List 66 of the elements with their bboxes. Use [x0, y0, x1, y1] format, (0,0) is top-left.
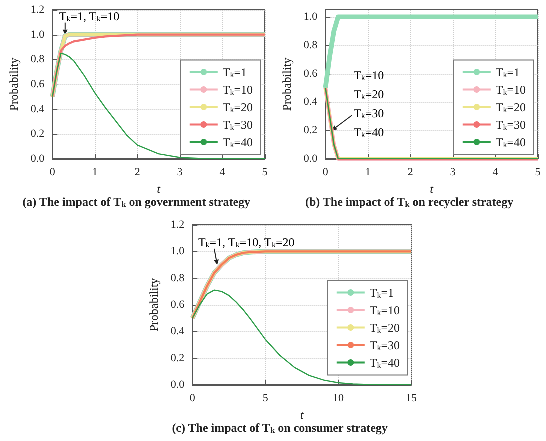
- x-tick-label: 0: [322, 166, 329, 178]
- x-tick-label: 1: [92, 166, 98, 178]
- x-axis-title: t: [157, 182, 162, 196]
- legend-label: Tk=10: [370, 303, 400, 318]
- legend-label: Tk=1: [370, 286, 394, 300]
- text: (a) The impact of Tk on government strategy: [22, 195, 251, 209]
- legend-label: Tk=40: [370, 356, 400, 370]
- y-tick-label: 0.0: [304, 153, 318, 165]
- legend-label: Tk=1: [496, 65, 520, 80]
- y-axis-title: Probability: [147, 278, 161, 332]
- y-tick-label: 0.8: [304, 39, 318, 52]
- legend-label: Tk=10: [496, 82, 526, 97]
- x-tick-label: 5: [535, 166, 542, 178]
- x-tick-label: 2: [134, 166, 140, 178]
- legend-label: Tk=20: [496, 100, 526, 114]
- y-tick-label: 0.4: [170, 326, 186, 338]
- x-tick-label: 15: [406, 392, 418, 404]
- x-tick-label: 4: [220, 166, 226, 178]
- text: (c) The impact of Tk on consumer strategy: [172, 421, 388, 435]
- y-tick-label: 0.6: [170, 299, 186, 311]
- legend-label: Tk=40: [222, 135, 254, 150]
- y-tick-label: 0.6: [304, 68, 318, 80]
- y-tick-label: 0.2: [30, 128, 45, 140]
- y-tick-label: 0.0: [30, 153, 46, 165]
- y-tick-label: 0.8: [30, 54, 46, 66]
- y-tick-label: 0.4: [30, 103, 46, 116]
- legend-label: Tk=10: [222, 82, 254, 97]
- x-axis-title: t: [430, 182, 434, 196]
- y-tick-label: 1.0: [304, 11, 318, 24]
- x-tick-label: 1: [365, 166, 371, 178]
- y-tick-label: 1.0: [170, 246, 186, 258]
- annotation: Tk=1, Tk=10: [59, 9, 120, 24]
- y-tick-label: 0.8: [170, 272, 186, 284]
- y-tick-label: 0.4: [304, 96, 318, 108]
- y-tick-label: 0.0: [170, 379, 186, 391]
- legend-label: Tk=30: [370, 338, 400, 352]
- text: (b) The impact of Tk on recycler strategy: [305, 195, 514, 209]
- legend-label: Tk=30: [496, 118, 526, 132]
- legend-label: Tk=30: [222, 118, 254, 132]
- y-tick-label: 0.6: [30, 78, 46, 90]
- legend-label: Tk=1: [222, 65, 248, 80]
- annotation: Tk=30: [354, 106, 384, 121]
- legend-label: Tk=40: [496, 135, 526, 150]
- annotation: Tk=20: [354, 88, 384, 102]
- legend-label: Tk=20: [222, 100, 254, 114]
- y-axis-title: Probability: [7, 58, 21, 112]
- y-tick-label: 1.2: [30, 4, 45, 16]
- y-tick-label: 1.0: [30, 28, 46, 41]
- x-tick-label: 0: [190, 392, 196, 404]
- x-tick-label: 4: [492, 166, 499, 178]
- annotation: Tk=10: [354, 68, 384, 83]
- x-tick-label: 10: [333, 392, 345, 404]
- x-tick-label: 0: [50, 166, 56, 178]
- x-tick-label: 5: [262, 166, 268, 178]
- x-tick-label: 2: [408, 166, 414, 178]
- y-tick-label: 0.2: [170, 352, 185, 364]
- annotation: Tk=40: [354, 126, 384, 140]
- x-tick-label: 3: [450, 166, 456, 178]
- x-tick-label: 3: [177, 166, 184, 178]
- x-axis-title: t: [300, 408, 304, 422]
- y-axis-title: Probability: [280, 58, 294, 112]
- annotation: Tk=1, Tk=10, Tk=20: [198, 236, 295, 250]
- x-tick-label: 5: [262, 392, 269, 404]
- y-tick-label: 0.2: [304, 124, 318, 137]
- y-tick-label: 1.2: [170, 219, 185, 231]
- legend-label: Tk=20: [370, 320, 400, 335]
